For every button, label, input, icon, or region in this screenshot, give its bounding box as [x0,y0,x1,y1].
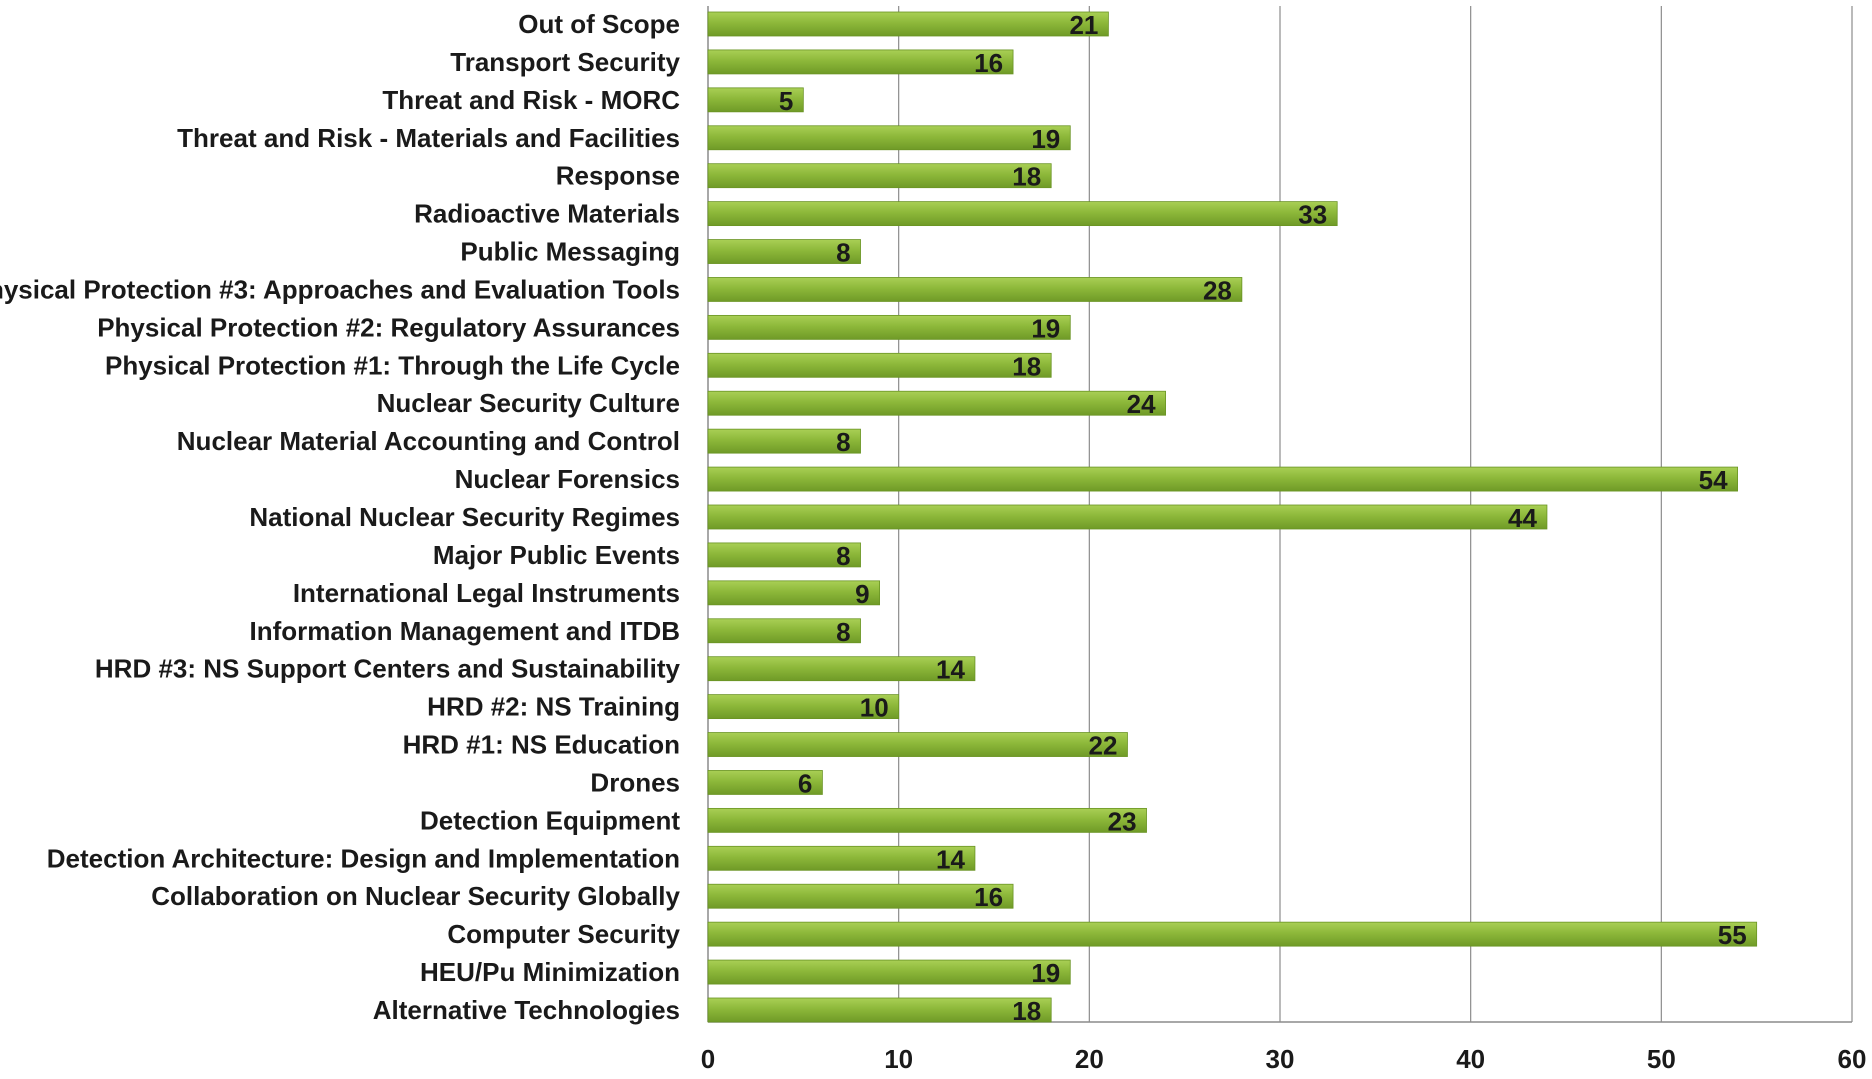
x-tick-label: 40 [1456,1044,1485,1074]
value-label: 19 [1031,958,1060,988]
category-label: International Legal Instruments [293,578,680,608]
value-label: 28 [1203,275,1232,305]
category-label: Collaboration on Nuclear Security Global… [151,881,680,911]
category-label: Information Management and ITDB [250,616,680,646]
value-label: 19 [1031,313,1060,343]
x-tick-label: 60 [1838,1044,1867,1074]
category-label: National Nuclear Security Regimes [249,502,680,532]
bar [707,11,1109,37]
category-label: Out of Scope [518,9,680,39]
x-tick-label: 0 [701,1044,715,1074]
value-label: 8 [836,238,850,268]
bar [707,732,1128,757]
x-tick-label: 50 [1647,1044,1676,1074]
value-label: 8 [836,427,850,457]
bar [707,428,861,454]
value-label: 22 [1089,731,1118,761]
value-label: 18 [1012,351,1041,381]
value-labels: 2116519183382819182485444898141022623141… [779,10,1747,1026]
value-label: 21 [1069,10,1098,40]
x-tick-label: 10 [884,1044,913,1074]
bar [707,542,861,568]
value-label: 24 [1127,389,1156,419]
value-label: 33 [1298,200,1327,230]
category-label: Transport Security [450,47,680,77]
bar [707,997,1052,1023]
category-label: Threat and Risk - Materials and Faciliti… [177,123,680,153]
category-labels: Out of Scope Transport Security Threat and… [0,9,681,1025]
bar [707,49,1014,75]
bar [707,201,1338,227]
value-label: 18 [1012,162,1041,192]
category-label: Threat and Risk - MORC [382,85,680,115]
value-label: 14 [936,844,965,874]
category-label: Major Public Events [433,540,680,570]
value-label: 8 [836,541,850,571]
bars [707,11,1758,1023]
value-label: 16 [974,882,1003,912]
category-label: Public Messaging [460,237,680,267]
bar [707,807,1147,833]
bar [707,883,1014,909]
value-label: 54 [1699,465,1728,495]
bar [707,656,976,682]
bar [707,504,1548,530]
bar [707,921,1758,947]
bar [707,314,1071,340]
value-label: 55 [1718,920,1747,950]
category-label: HRD #1: NS Education [403,730,680,760]
value-label: 8 [836,617,850,647]
category-label: Radioactive Materials [414,199,680,229]
value-label: 18 [1012,996,1041,1026]
x-tick-label: 30 [1266,1044,1295,1074]
bar [707,770,823,795]
bar [707,390,1167,416]
category-label: Detection Architecture: Design and Imple… [47,843,680,873]
bar [707,466,1738,492]
bar [707,845,976,871]
bar [707,87,804,113]
category-label: Drones [590,767,680,797]
bar [707,163,1052,189]
category-label: HRD #3: NS Support Centers and Sustainab… [95,654,681,684]
category-label: HEU/Pu Minimization [420,957,680,987]
value-label: 44 [1508,503,1537,533]
category-label: Nuclear Security Culture [377,388,680,418]
category-label: Detection Equipment [420,805,680,835]
category-label: Nuclear Material Accounting and Control [177,426,680,456]
bar [707,125,1071,151]
category-label: Physical Protection #2: Regulatory Assur… [97,312,680,342]
bar [707,694,900,720]
value-label: 19 [1031,124,1060,154]
value-label: 23 [1108,806,1137,836]
bar [707,352,1052,378]
bar [707,618,861,644]
value-label: 14 [936,655,965,685]
bar [707,580,881,606]
value-label: 16 [974,48,1003,78]
value-label: 10 [860,693,889,723]
value-label: 5 [779,86,793,116]
category-label: Nuclear Forensics [455,464,680,494]
value-label: 6 [798,768,812,798]
category-label: Physical Protection #3: Approaches and E… [0,274,680,304]
category-label: Computer Security [447,919,680,949]
category-label: Response [556,161,680,191]
x-axis-ticks: 0 10 20 30 40 50 60 [701,1044,1867,1074]
category-label: HRD #2: NS Training [427,692,680,722]
category-label: Physical Protection #1: Through the Life… [105,350,680,380]
bar [707,277,1243,302]
bar [707,959,1071,985]
category-label: Alternative Technologies [373,995,680,1025]
x-tick-label: 20 [1075,1044,1104,1074]
bar [707,239,861,264]
value-label: 9 [855,579,869,609]
